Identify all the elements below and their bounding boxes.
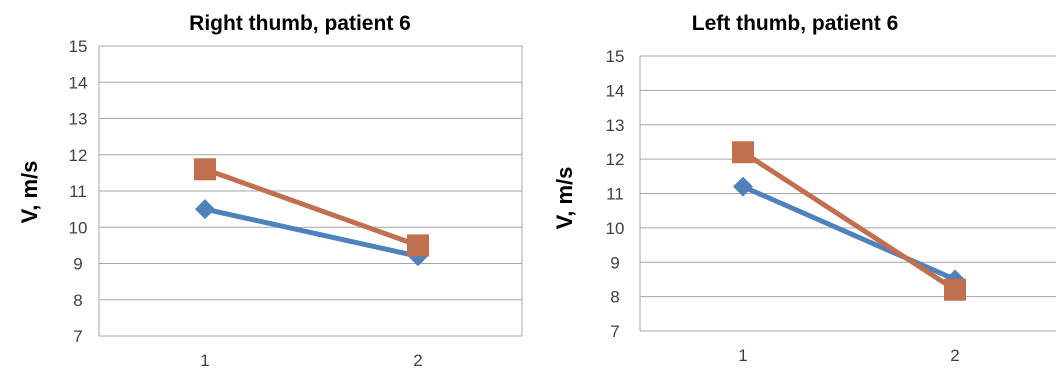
series-line	[740, 149, 958, 293]
data-point-square	[194, 158, 216, 181]
axes	[639, 56, 1056, 332]
data-point-square	[944, 278, 966, 301]
series-line	[202, 206, 421, 259]
y-tick-label: 15	[69, 37, 88, 56]
y-tick-label: 8	[610, 288, 619, 307]
y-tick-label: 12	[606, 150, 625, 169]
x-tick-label: 2	[413, 351, 422, 370]
y-tick-label: 13	[69, 110, 88, 129]
series-layer	[732, 141, 966, 301]
y-tick-label: 8	[73, 291, 82, 310]
series-line	[740, 184, 958, 282]
y-tick-label: 9	[610, 253, 619, 272]
y-tick-label: 10	[606, 219, 625, 238]
y-axis-label: V, m/s	[552, 167, 577, 230]
y-tick-label: 10	[69, 218, 88, 237]
chart-title: Right thumb, patient 6	[189, 12, 411, 35]
series-line	[202, 166, 421, 248]
y-tick-label: 9	[73, 255, 82, 274]
gridlines	[640, 55, 1056, 298]
y-tick-label: 15	[606, 47, 625, 66]
y-axis-label: V, m/s	[17, 161, 42, 224]
y-tick-label: 7	[610, 322, 619, 341]
x-tick-label: 1	[738, 346, 747, 365]
axes	[98, 46, 523, 337]
data-point-diamond	[195, 199, 215, 220]
x-tick-label: 1	[200, 351, 209, 370]
y-tick-label: 7	[73, 327, 82, 346]
x-tick-label: 2	[950, 346, 959, 365]
y-tick-label: 14	[606, 81, 625, 100]
series-layer	[194, 158, 429, 267]
y-tick-label: 11	[606, 185, 624, 204]
data-point-diamond	[733, 176, 753, 197]
gridlines	[99, 45, 522, 301]
y-tick-label: 13	[606, 116, 625, 135]
y-tick-label: 14	[69, 73, 88, 92]
chart-title: Left thumb, patient 6	[692, 12, 899, 35]
y-tick-label: 12	[69, 146, 88, 165]
left-thumb-chart: Left thumb, patient 6 V, m/s 78910111213…	[552, 12, 1056, 365]
data-point-square	[732, 141, 754, 164]
y-tick-label: 11	[69, 182, 87, 201]
right-thumb-chart: Right thumb, patient 6 V, m/s 7891011121…	[17, 12, 523, 370]
data-point-square	[407, 234, 429, 257]
